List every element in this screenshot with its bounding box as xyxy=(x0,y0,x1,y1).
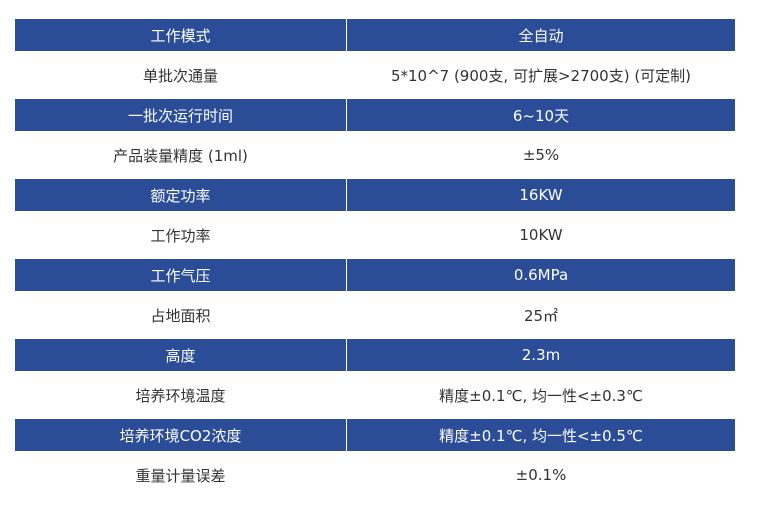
spec-label: 占地面积 xyxy=(15,299,346,331)
spec-label: 培养环境温度 xyxy=(15,379,346,411)
spec-label: 高度 xyxy=(15,339,346,371)
spec-row-batch-runtime: 一批次运行时间 6~10天 xyxy=(15,99,735,131)
spec-label: 重量计量误差 xyxy=(15,459,346,491)
spec-row-air-pressure: 工作气压 0.6MPa xyxy=(15,259,735,291)
spec-row-weighing-error: 重量计量误差 ±0.1% xyxy=(15,459,735,491)
spec-label: 额定功率 xyxy=(15,179,346,211)
spec-row-floor-area: 占地面积 25㎡ xyxy=(15,299,735,331)
spec-row-working-power: 工作功率 10KW xyxy=(15,219,735,251)
spec-value: 0.6MPa xyxy=(347,259,735,291)
spec-value: 25㎡ xyxy=(347,299,735,331)
spec-value: 6~10天 xyxy=(347,99,735,131)
spec-label: 单批次通量 xyxy=(15,59,346,91)
spec-value: 精度±0.1℃, 均一性<±0.5℃ xyxy=(347,419,735,451)
spec-row-fill-accuracy: 产品装量精度 (1ml) ±5% xyxy=(15,139,735,171)
spec-label: 工作功率 xyxy=(15,219,346,251)
spec-value: 全自动 xyxy=(347,19,735,51)
spec-value: 2.3m xyxy=(347,339,735,371)
spec-label: 一批次运行时间 xyxy=(15,99,346,131)
spec-row-work-mode: 工作模式 全自动 xyxy=(15,19,735,51)
spec-value: 精度±0.1℃, 均一性<±0.3℃ xyxy=(347,379,735,411)
spec-row-batch-throughput: 单批次通量 5*10^7 (900支, 可扩展>2700支) (可定制) xyxy=(15,59,735,91)
spec-label: 产品装量精度 (1ml) xyxy=(15,139,346,171)
spec-value: 16KW xyxy=(347,179,735,211)
spec-label: 工作模式 xyxy=(15,19,346,51)
spec-row-rated-power: 额定功率 16KW xyxy=(15,179,735,211)
spec-label: 工作气压 xyxy=(15,259,346,291)
spec-value: 10KW xyxy=(347,219,735,251)
spec-row-culture-temperature: 培养环境温度 精度±0.1℃, 均一性<±0.3℃ xyxy=(15,379,735,411)
spec-row-culture-co2: 培养环境CO2浓度 精度±0.1℃, 均一性<±0.5℃ xyxy=(15,419,735,451)
spec-table: 工作模式 全自动 单批次通量 5*10^7 (900支, 可扩展>2700支) … xyxy=(15,19,735,491)
spec-row-height: 高度 2.3m xyxy=(15,339,735,371)
spec-label: 培养环境CO2浓度 xyxy=(15,419,346,451)
spec-value: ±0.1% xyxy=(347,459,735,491)
spec-value: 5*10^7 (900支, 可扩展>2700支) (可定制) xyxy=(347,59,735,91)
spec-value: ±5% xyxy=(347,139,735,171)
